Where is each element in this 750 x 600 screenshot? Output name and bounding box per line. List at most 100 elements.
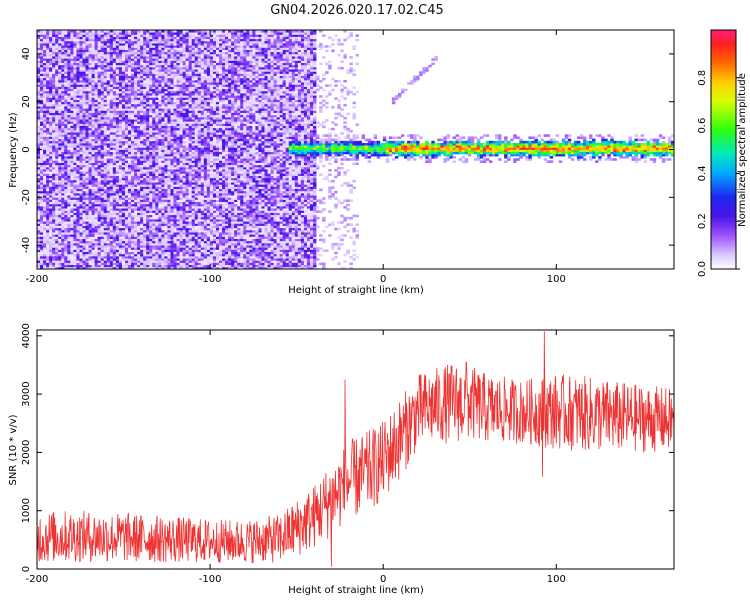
spectrogram-cell: [164, 184, 168, 187]
spectrogram-cell: [164, 266, 168, 269]
spectrogram-cell: [161, 160, 165, 163]
spectrogram-cell: [152, 110, 156, 113]
spectrogram-cell: [85, 238, 89, 242]
spectrogram-cell: [149, 101, 153, 105]
spectrogram-cell: [73, 77, 77, 81]
spectrogram-cell: [37, 97, 41, 100]
spectrogram-cell: [49, 86, 53, 90]
spectrogram-cell: [55, 114, 59, 118]
spectrogram-cell: [67, 43, 71, 46]
spectrogram-cell: [88, 127, 92, 131]
spectrogram-cell: [164, 169, 168, 172]
spectrogram-cell: [161, 136, 165, 140]
spectrogram-cell: [121, 162, 126, 166]
spectrogram-cell: [137, 136, 141, 140]
spectrogram-cell: [67, 195, 71, 198]
spectrogram-cell: [121, 95, 126, 98]
spectrogram-cell: [37, 66, 41, 70]
spectrogram-cell: [137, 225, 141, 229]
spectrogram-cell: [46, 166, 50, 170]
spectrogram-cell: [106, 210, 111, 213]
spectrogram-cell: [158, 186, 162, 190]
spectrogram-cell: [167, 127, 171, 131]
spectrogram-cell: [134, 234, 138, 237]
spectrogram-cell: [115, 58, 120, 61]
spectrogram-cell: [164, 179, 168, 183]
spectrogram-cell: [158, 84, 162, 87]
spectrogram-cell: [118, 162, 123, 166]
spectrogram-cell: [164, 173, 168, 176]
spectrogram-cell: [112, 158, 117, 161]
spectrogram-cell: [128, 160, 132, 163]
spectrogram-cell: [43, 45, 47, 48]
spectrogram-cell: [40, 156, 44, 159]
spectrogram-cell: [103, 134, 108, 137]
spectrogram-cell: [152, 184, 156, 187]
spectrogram-cell: [173, 205, 177, 209]
spectrogram-cell: [152, 245, 156, 248]
spectrogram-cell: [134, 121, 138, 124]
spectrogram-cell: [167, 164, 171, 168]
spectrogram-cell: [137, 60, 141, 63]
spectrogram-cell: [109, 247, 114, 250]
spectrogram-cell: [170, 247, 174, 250]
spectrogram-cell: [88, 132, 92, 135]
spectrogram-cell: [128, 58, 132, 61]
spectrogram-cell: [103, 38, 108, 42]
spectrogram-cell: [170, 236, 174, 239]
spectrogram-cell: [155, 242, 159, 246]
spectrogram-cell: [106, 221, 111, 224]
spectrogram-cell: [124, 53, 129, 57]
spectrogram-cell: [91, 108, 96, 111]
spectrogram-cell: [128, 262, 132, 266]
spectrogram-cell: [52, 129, 56, 133]
spectrogram-cell: [170, 84, 174, 87]
spectrogram-cell: [164, 147, 168, 150]
spectrogram-cell: [173, 177, 177, 181]
spectrogram-cell: [40, 79, 44, 83]
spectrogram-cell: [82, 171, 86, 174]
spectrogram-cell: [97, 238, 102, 242]
spectrogram-cell: [164, 77, 168, 81]
spectrogram-cell: [170, 121, 174, 124]
spectrogram-cell: [155, 97, 159, 100]
spectrogram-cell: [152, 236, 156, 239]
spectrogram-cell: [97, 71, 102, 74]
spectrogram-cell: [131, 101, 135, 105]
spectrogram-cell: [106, 190, 111, 194]
spectrogram-cell: [128, 184, 132, 187]
spectrogram-cell: [91, 71, 96, 74]
spectrogram-cell: [85, 205, 89, 209]
spectrogram-cell: [146, 153, 150, 157]
spectrogram-cell: [70, 188, 74, 192]
spectrogram-cell: [124, 60, 129, 63]
spectrogram-cell: [118, 32, 123, 35]
spectrogram-cell: [124, 169, 129, 172]
spectrogram-cell: [55, 62, 59, 66]
spectrogram-cell: [52, 38, 56, 42]
spectrogram-cell: [37, 147, 41, 150]
spectrogram-cell: [155, 88, 159, 92]
spectrogram-cell: [149, 266, 153, 269]
spectrogram-cell: [173, 199, 177, 203]
spectrogram-cell: [94, 145, 99, 148]
spectrogram-cell: [128, 64, 132, 68]
spectrogram-cell: [79, 247, 83, 250]
spectrogram-cell: [112, 247, 117, 250]
spectrogram-cell: [158, 49, 162, 53]
spectrogram-cell: [167, 34, 171, 37]
spectrogram-cell: [121, 84, 126, 87]
spectrogram-cell: [137, 212, 141, 216]
spectrogram-cell: [112, 229, 117, 233]
spectrogram-cell: [55, 192, 59, 196]
spectrogram-cell: [118, 90, 123, 94]
spectrogram-cell: [55, 53, 59, 57]
spectrogram-cell: [97, 192, 102, 196]
spectrogram-cell: [61, 138, 65, 142]
spectrogram-cell: [170, 199, 174, 203]
spectrogram-cell: [97, 110, 102, 113]
spectrogram-cell: [152, 247, 156, 250]
spectrogram-cell: [112, 40, 117, 44]
spectrogram-cell: [167, 71, 171, 74]
spectrogram-cell: [143, 97, 147, 100]
